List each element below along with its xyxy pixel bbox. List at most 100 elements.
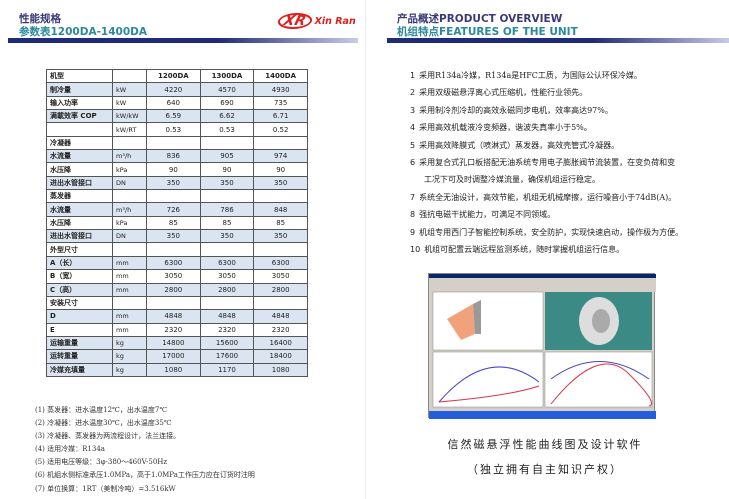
row-value: 726 — [146, 202, 201, 217]
row-unit: m³/h — [112, 149, 147, 164]
row-label: 运输重量 — [46, 335, 113, 351]
row-unit: mm — [112, 309, 147, 324]
row-unit — [112, 189, 147, 204]
spec-table: 机型 1200DA 1300DA 1400DA 制冷量 kW 4220 4570 4930 输入功… — [46, 68, 308, 377]
image-caption-sub: （独立拥有自主知识产权） — [467, 463, 623, 476]
section-subtitle: 参数表1200DA-1400DA — [19, 26, 147, 38]
table-row: B（宽） mm 3050 3050 3050 — [46, 269, 308, 284]
row-value: 836 — [146, 149, 201, 164]
note-item: (4) 适用冷媒：R134a — [35, 445, 105, 454]
row-unit — [112, 135, 147, 151]
row-value: 350 — [253, 175, 308, 191]
feature-item: 工况下可及时调整冷媒流量，确保机组运行稳定。 — [410, 171, 683, 188]
row-value: 690 — [199, 95, 255, 111]
row-unit: kPa — [112, 215, 147, 231]
feature-number: 9 — [410, 227, 416, 237]
feature-item: 2 采用双级磁悬浮离心式压缩机，性能行业领先。 — [410, 84, 683, 101]
row-value: 640 — [146, 95, 201, 111]
header-divider — [8, 38, 358, 43]
feature-text: 工况下可及时调整冷媒流量，确保机组运行稳定。 — [424, 175, 600, 185]
row-label: 水压降 — [46, 215, 113, 231]
row-value: 85 — [146, 215, 201, 231]
row-unit: mm — [112, 255, 147, 271]
feature-item: 10 机组可配置云端远程监测系统，随时掌握机组运行信息。 — [410, 241, 683, 258]
row-value: 17600 — [199, 349, 255, 364]
row-label: 制冷量 — [46, 82, 113, 97]
row-value: 1170 — [199, 362, 255, 377]
table-row: kW/RT 0.53 0.53 0.52 — [46, 122, 308, 137]
row-unit: kW — [112, 82, 147, 97]
header-divider — [387, 38, 729, 43]
row-value: 2320 — [146, 322, 201, 337]
row-value: 0.52 — [253, 122, 308, 137]
table-row: 安装尺寸 — [46, 295, 308, 311]
row-value: 17000 — [146, 349, 201, 364]
feature-text: 机组专用西门子智能控制系统，安全防护，实现快速启动，操作极为方便。 — [419, 227, 684, 237]
note-item: (7) 单位换算：1RT（美制冷吨）=3.516kW — [35, 484, 176, 493]
spec-page: 性能规格 参数表1200DA-1400DA XR Xin Ran 机型 1200DA… — [0, 0, 364, 499]
row-label: 蒸发器 — [46, 189, 113, 204]
section-subtitle: 机组特点FEATURES OF THE UNIT — [397, 26, 578, 38]
table-row: A（长） mm 6300 6300 6300 — [46, 255, 308, 271]
row-unit: DN — [112, 175, 147, 191]
row-value: 4848 — [199, 309, 255, 324]
row-value: 1080 — [253, 362, 308, 377]
feature-item: 7 系统全无油设计，高效节能，机组无机械摩擦，运行噪音小于74dB(A)。 — [410, 189, 683, 206]
row-value: 6300 — [146, 255, 201, 271]
row-value: 4220 — [146, 82, 201, 97]
notes: (1) 蒸发器：进水温度12℃，出水温度7℃ (2) 冷凝器：进水温度30℃，出水… — [35, 404, 255, 496]
feature-number: 7 — [410, 192, 416, 202]
row-label: B（宽） — [46, 269, 113, 284]
row-value: 786 — [199, 202, 255, 217]
row-label: 进出水管接口 — [46, 175, 113, 191]
row-unit: kPa — [112, 162, 147, 177]
row-value — [253, 189, 308, 204]
row-value: 0.53 — [199, 122, 255, 137]
row-value: 350 — [146, 229, 201, 244]
table-row: 外型尺寸 — [46, 242, 308, 257]
row-value: 90 — [146, 162, 201, 177]
header-model-col: 1400DA — [253, 68, 308, 84]
row-label: 外型尺寸 — [46, 242, 113, 257]
row-value: 3050 — [253, 269, 308, 284]
row-value: 85 — [253, 215, 308, 231]
row-unit: DN — [112, 229, 147, 244]
row-value: 2800 — [199, 282, 255, 297]
feature-number: 2 — [410, 88, 416, 98]
row-value — [253, 295, 308, 311]
row-label: 输入功率 — [46, 95, 113, 111]
row-value — [146, 242, 201, 257]
feature-text: 采用高效降膜式（喷淋式）蒸发器，高效壳管式冷凝器。 — [419, 140, 620, 150]
row-label: 水压降 — [46, 162, 113, 177]
note-item: (3) 冷凝器、蒸发器为两流程设计，法兰连接。 — [35, 432, 181, 441]
table-row: 水压降 kPa 85 85 85 — [46, 215, 308, 231]
row-unit — [112, 242, 147, 257]
row-value — [253, 135, 308, 151]
row-value — [199, 242, 255, 257]
row-label: 水流量 — [46, 149, 113, 164]
row-value: 2320 — [199, 322, 255, 337]
feature-number: 5 — [410, 140, 416, 150]
row-value: 4848 — [146, 309, 201, 324]
row-unit — [112, 295, 147, 311]
row-label: 安装尺寸 — [46, 295, 113, 311]
table-row: 进出水管接口 DN 350 350 350 — [46, 175, 308, 191]
feature-item: 5 采用高效降膜式（喷淋式）蒸发器，高效壳管式冷凝器。 — [410, 137, 683, 154]
row-value: 14800 — [146, 335, 201, 351]
feature-item: 1 采用R134a冷媒，R134a是HFC工质，为国际公认环保冷媒。 — [410, 67, 683, 84]
feature-number: 3 — [410, 105, 416, 115]
row-value: 6300 — [199, 255, 255, 271]
row-label: 冷凝器 — [46, 135, 113, 151]
row-value — [146, 295, 201, 311]
software-screenshot — [428, 273, 656, 419]
feature-item: 9 机组专用西门子智能控制系统，安全防护，实现快速启动，操作极为方便。 — [410, 224, 683, 241]
feature-text: 采用制冷剂冷却的高效永磁同步电机，效率高达97%。 — [419, 105, 613, 115]
row-value: 6300 — [253, 255, 308, 271]
row-value: 2320 — [253, 322, 308, 337]
feature-list: 1 采用R134a冷媒，R134a是HFC工质，为国际公认环保冷媒。 2 采用双级磁悬… — [410, 67, 683, 258]
row-label: 进出水管接口 — [46, 229, 113, 244]
row-value: 90 — [253, 162, 308, 177]
note-item: (6) 机組水侧标准承压1.0MPa，高于1.0MPa工作压力应在订货时注明 — [35, 471, 255, 480]
table-row: 蒸发器 — [46, 189, 308, 204]
table-row: 冷媒充填量 kg 1080 1170 1080 — [46, 362, 308, 377]
